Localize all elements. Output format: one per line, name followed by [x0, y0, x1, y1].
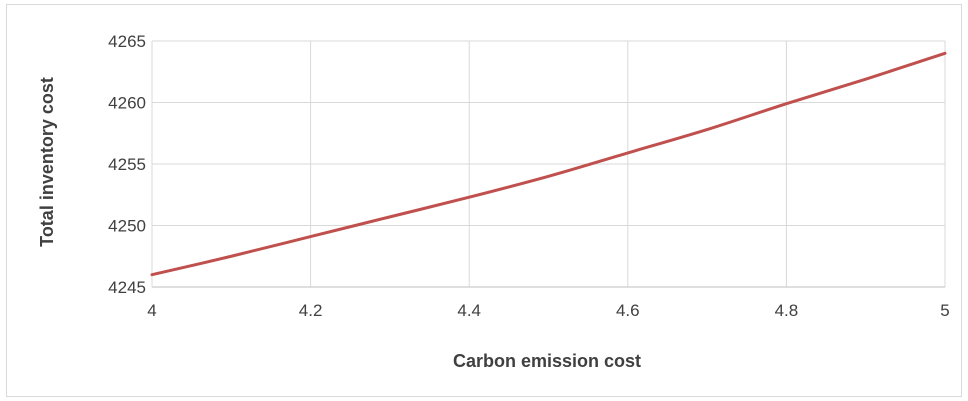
y-tick-label: 4250 — [108, 217, 146, 236]
x-tick-label: 4.8 — [775, 301, 799, 320]
chart-frame — [6, 4, 962, 397]
grid-lines — [151, 40, 946, 288]
x-tick-label: 4 — [147, 301, 156, 320]
y-tick-labels: 4245 4250 4255 4260 4265 — [108, 32, 146, 297]
x-tick-label: 5 — [940, 301, 949, 320]
y-tick-label: 4255 — [108, 155, 146, 174]
x-tick-label: 4.6 — [616, 301, 640, 320]
series-line — [150, 51, 947, 277]
y-axis-title: Total inventory cost — [37, 77, 57, 247]
x-tick-label: 4.4 — [457, 301, 481, 320]
x-tick-label: 4.2 — [299, 301, 323, 320]
series-group — [150, 51, 947, 277]
x-axis-title: Carbon emission cost — [453, 351, 641, 371]
y-tick-label: 4260 — [108, 94, 146, 113]
x-tick-labels: 4 4.2 4.4 4.6 4.8 5 — [147, 301, 949, 320]
y-tick-label: 4265 — [108, 32, 146, 51]
y-tick-label: 4245 — [108, 278, 146, 297]
